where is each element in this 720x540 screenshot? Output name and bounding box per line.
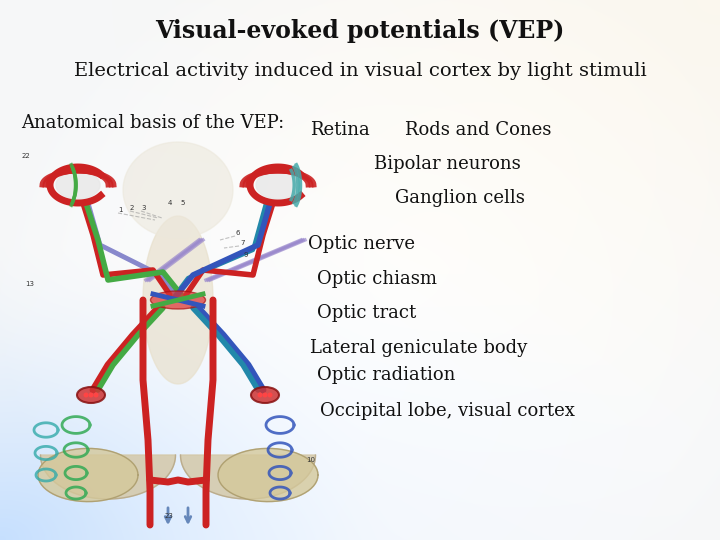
Text: Lateral geniculate body: Lateral geniculate body: [310, 339, 527, 357]
Text: Bipolar neurons: Bipolar neurons: [374, 154, 521, 173]
Polygon shape: [123, 142, 233, 238]
Circle shape: [89, 393, 94, 397]
Circle shape: [84, 393, 89, 397]
Text: 2: 2: [130, 205, 135, 211]
Polygon shape: [38, 448, 138, 502]
Circle shape: [258, 393, 263, 397]
Polygon shape: [181, 455, 315, 499]
Text: 7: 7: [240, 240, 245, 246]
Polygon shape: [218, 448, 318, 502]
Text: Optic tract: Optic tract: [317, 304, 416, 322]
Text: Retina: Retina: [310, 120, 369, 139]
Ellipse shape: [150, 291, 205, 309]
Ellipse shape: [251, 387, 279, 403]
Text: 13: 13: [25, 281, 34, 287]
Text: 3: 3: [141, 205, 145, 211]
Text: Occipital lobe, visual cortex: Occipital lobe, visual cortex: [320, 402, 575, 421]
Text: 4: 4: [168, 200, 172, 206]
Text: Ganglion cells: Ganglion cells: [395, 188, 524, 207]
Text: Optic radiation: Optic radiation: [317, 366, 455, 384]
Text: 6: 6: [236, 230, 240, 236]
Text: Visual-evoked potentials (VEP): Visual-evoked potentials (VEP): [156, 19, 564, 43]
Text: 5: 5: [180, 200, 184, 206]
Text: Anatomical basis of the VEP:: Anatomical basis of the VEP:: [22, 114, 285, 132]
Text: 1: 1: [118, 207, 122, 213]
Text: 23: 23: [165, 513, 174, 519]
Text: Optic nerve: Optic nerve: [308, 235, 415, 253]
Circle shape: [263, 393, 268, 397]
Text: 9: 9: [244, 252, 248, 258]
Circle shape: [268, 393, 272, 397]
Polygon shape: [40, 455, 176, 499]
Text: Optic chiasm: Optic chiasm: [317, 269, 437, 288]
Polygon shape: [56, 171, 100, 199]
Text: 22: 22: [22, 153, 31, 159]
Polygon shape: [143, 216, 213, 384]
Text: Electrical activity induced in visual cortex by light stimuli: Electrical activity induced in visual co…: [73, 62, 647, 80]
Text: Rods and Cones: Rods and Cones: [405, 120, 551, 139]
Circle shape: [94, 393, 99, 397]
Polygon shape: [256, 171, 300, 199]
Text: 10: 10: [306, 457, 315, 463]
Ellipse shape: [77, 387, 105, 403]
